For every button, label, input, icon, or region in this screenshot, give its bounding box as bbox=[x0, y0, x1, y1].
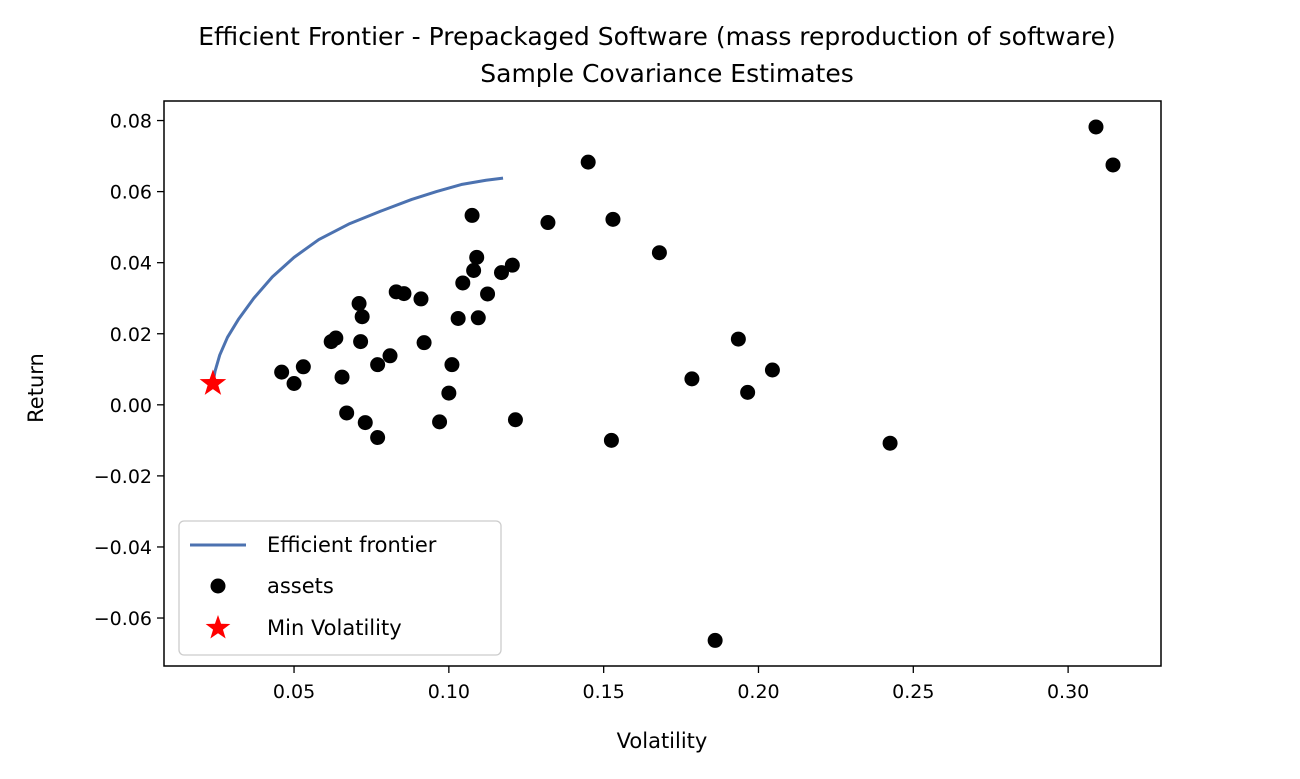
y-tick-label: 0.06 bbox=[110, 182, 152, 204]
asset-point bbox=[882, 435, 898, 451]
asset-point bbox=[730, 331, 746, 347]
axes-frame bbox=[163, 100, 1162, 667]
x-tick-label: 0.15 bbox=[583, 681, 625, 703]
asset-point bbox=[416, 335, 432, 351]
legend-label-min-volatility: Min Volatility bbox=[267, 616, 402, 640]
x-tick-label: 0.20 bbox=[737, 681, 779, 703]
chart-title: Efficient Frontier - Prepackaged Softwar… bbox=[198, 22, 1116, 51]
asset-point bbox=[274, 364, 290, 380]
x-axis-ticks: 0.05 0.10 0.15 0.20 0.25 0.30 bbox=[273, 666, 1089, 703]
asset-point bbox=[1088, 119, 1104, 135]
asset-point bbox=[603, 432, 619, 448]
asset-point bbox=[470, 310, 486, 326]
asset-point bbox=[353, 334, 369, 350]
y-tick-label: 0.08 bbox=[110, 111, 152, 133]
asset-point bbox=[396, 286, 412, 302]
asset-point bbox=[370, 357, 386, 373]
asset-point bbox=[504, 257, 520, 273]
x-axis-label: Volatility bbox=[617, 729, 708, 753]
asset-point bbox=[432, 414, 448, 430]
asset-point bbox=[450, 310, 466, 326]
y-tick-label: 0.04 bbox=[110, 253, 152, 275]
asset-point bbox=[286, 376, 302, 391]
asset-point bbox=[441, 385, 457, 401]
asset-point bbox=[455, 275, 471, 291]
x-tick-label: 0.05 bbox=[273, 681, 315, 703]
y-tick-label: 0.00 bbox=[110, 395, 152, 417]
asset-point bbox=[540, 215, 556, 231]
asset-point bbox=[466, 263, 482, 278]
asset-point bbox=[334, 369, 350, 385]
chart-subtitle: Sample Covariance Estimates bbox=[480, 59, 853, 88]
y-axis-label: Return bbox=[24, 353, 48, 423]
asset-point bbox=[480, 286, 496, 302]
asset-point bbox=[354, 309, 370, 325]
asset-point bbox=[328, 330, 344, 346]
efficient-frontier-line bbox=[211, 176, 504, 384]
asset-point bbox=[740, 384, 756, 400]
asset-point bbox=[351, 296, 367, 312]
y-tick-label: −0.06 bbox=[94, 608, 152, 630]
asset-point bbox=[357, 415, 373, 431]
x-tick-label: 0.25 bbox=[892, 681, 934, 703]
asset-point bbox=[580, 154, 596, 170]
y-tick-label: 0.02 bbox=[110, 324, 152, 346]
asset-point bbox=[1105, 157, 1121, 173]
asset-point bbox=[493, 265, 509, 281]
asset-point bbox=[469, 249, 485, 265]
asset-point bbox=[707, 632, 723, 648]
asset-point bbox=[605, 211, 621, 227]
y-axis-ticks: 0.08 0.06 0.04 0.02 0.00 −0.02 −0.04 −0.06 bbox=[94, 111, 164, 630]
asset-point bbox=[339, 405, 355, 421]
y-tick-label: −0.02 bbox=[94, 466, 152, 488]
asset-point bbox=[295, 359, 311, 375]
legend-assets-swatch bbox=[210, 578, 226, 594]
asset-point bbox=[370, 430, 386, 446]
min-volatility-marker bbox=[199, 369, 227, 395]
asset-point bbox=[651, 245, 667, 261]
asset-point bbox=[464, 207, 480, 223]
asset-point bbox=[444, 357, 460, 373]
asset-point bbox=[507, 412, 523, 428]
asset-point bbox=[382, 348, 398, 364]
legend-box bbox=[178, 520, 502, 656]
asset-point bbox=[764, 362, 780, 378]
legend-label-frontier: Efficient frontier bbox=[267, 533, 437, 557]
x-tick-label: 0.30 bbox=[1047, 681, 1089, 703]
legend-min-volatility-swatch bbox=[205, 615, 231, 639]
x-tick-label: 0.10 bbox=[428, 681, 470, 703]
asset-point bbox=[684, 371, 700, 387]
y-tick-label: −0.04 bbox=[94, 537, 152, 559]
legend: Efficient frontier assets Min Volatility bbox=[178, 520, 502, 656]
legend-label-assets: assets bbox=[267, 574, 334, 598]
asset-point bbox=[413, 291, 429, 307]
plot-area bbox=[199, 119, 1121, 648]
